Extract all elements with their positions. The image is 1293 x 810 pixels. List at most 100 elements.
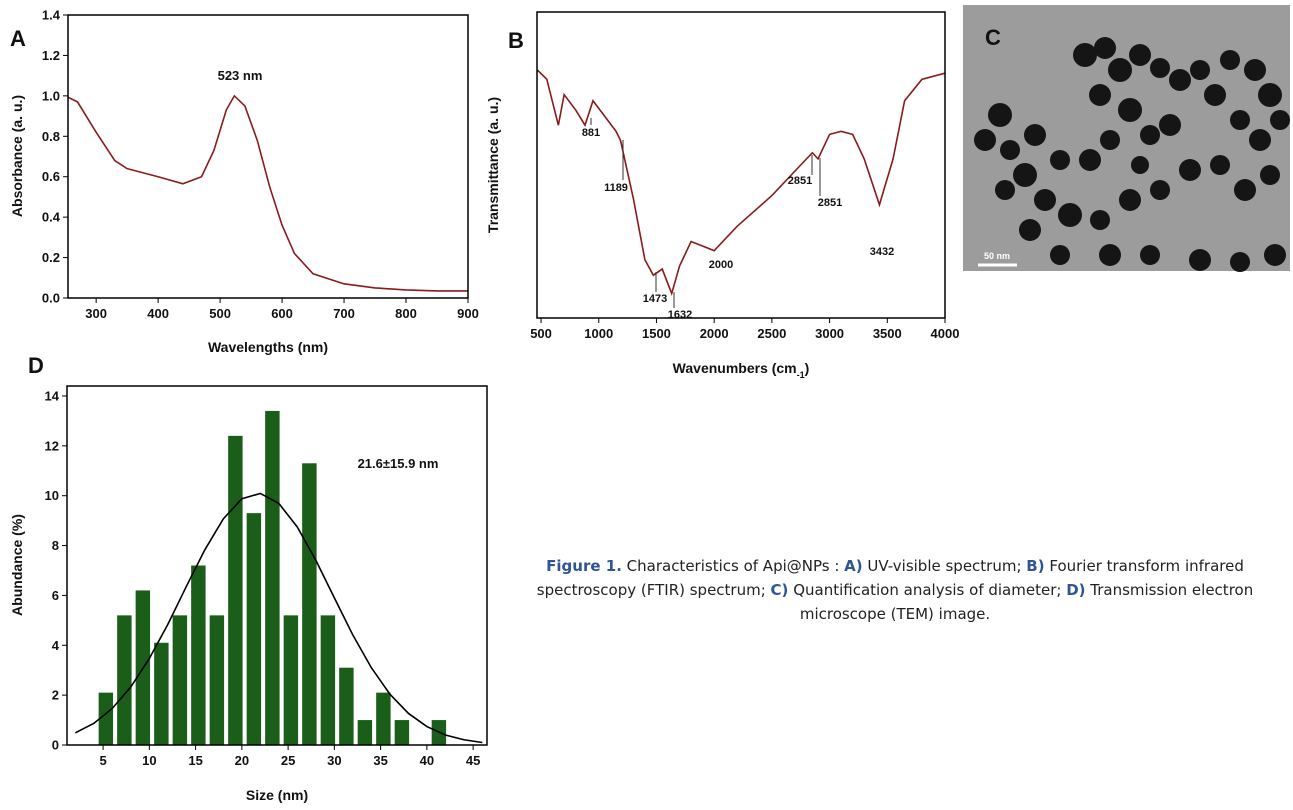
panel-label: C (985, 25, 1001, 50)
panel-label: A (10, 26, 26, 51)
x-tick-label: 5 (99, 753, 106, 768)
x-axis-label-sub: -1 (797, 370, 805, 380)
caption-strong: D) (1066, 581, 1086, 599)
caption-text: Characteristics of Api@NPs : (621, 557, 845, 575)
x-tick-label: 45 (466, 753, 480, 768)
bar (209, 615, 225, 745)
x-tick-label: 400 (147, 306, 169, 321)
annotation: 21.6±15.9 nm (358, 456, 439, 471)
y-tick-label: 0.6 (42, 169, 60, 184)
axes-frame (67, 14, 469, 299)
y-tick-label: 2 (52, 688, 59, 703)
spectrum-line (537, 69, 945, 297)
bar (394, 720, 410, 745)
x-tick-label: 1500 (642, 326, 671, 341)
y-axis-label: Absorbance (a. u.) (9, 95, 25, 217)
x-tick-label: 600 (271, 306, 293, 321)
x-tick-label: 4000 (931, 326, 960, 341)
y-tick-label: 1.0 (42, 88, 60, 103)
x-tick-label: 3000 (815, 326, 844, 341)
plot-area (74, 410, 483, 745)
plot-area (537, 69, 945, 297)
annotation: 523 nm (218, 68, 263, 83)
annotation: 1473 (643, 293, 667, 305)
panel: 300 400 500 600 700 800 900 0.0 0.2 0.4 0.6 0.8 1.0 1… (9, 8, 479, 356)
x-tick-label: 35 (373, 753, 387, 768)
x-axis-label: Size (nm) (246, 787, 308, 803)
annotation: 2000 (709, 259, 733, 271)
bar (265, 410, 280, 745)
caption: Figure 1. Characteristics of Api@NPs : A… (500, 554, 1290, 626)
y-tick-label: 10 (45, 488, 59, 503)
x-axis-label-end: ) (805, 360, 810, 376)
x-tick-label: 900 (457, 306, 479, 321)
x-axis-label-text: Wavenumbers (cm (673, 360, 797, 376)
bar (98, 692, 114, 745)
plot-area (68, 94, 468, 292)
x-tick-label: 3500 (873, 326, 902, 341)
bar (191, 565, 206, 745)
y-tick-label: 14 (45, 388, 60, 403)
caption-text: Fourier transform infrared spectroscopy … (536, 557, 1244, 599)
caption-strong: C) (770, 581, 789, 599)
annotation: 2851 (818, 197, 842, 209)
particles (974, 37, 1290, 272)
y-tick-label: 4 (52, 638, 60, 653)
x-tick-label: 2500 (757, 326, 786, 341)
x-tick-label: 1000 (584, 326, 613, 341)
x-tick-label: 30 (327, 753, 341, 768)
x-tick-label: 15 (188, 753, 202, 768)
y-tick-label: 12 (45, 438, 59, 453)
x-tick-label: 700 (333, 306, 355, 321)
x-tick-label: 2000 (700, 326, 729, 341)
y-tick-label: 0.8 (42, 129, 60, 144)
caption-text: Transmission electron microscope (TEM) i… (799, 581, 1254, 623)
annotation: 3432 (870, 246, 894, 258)
caption-text: Quantification analysis of diameter; (788, 581, 1067, 599)
bar (376, 692, 391, 745)
y-tick-label: 0.2 (42, 250, 60, 265)
panel: 5 10 15 20 25 30 35 40 45 0 2 4 6 8 10 12 14 Size (nm) Abu… (9, 353, 488, 803)
x-tick-label: 800 (395, 306, 417, 321)
bar (302, 463, 317, 745)
bar (246, 513, 262, 745)
bar (154, 642, 169, 745)
y-tick-label: 6 (52, 588, 59, 603)
x-axis-label: Wavenumbers (cm-1) (673, 360, 810, 380)
annotation: 1189 (604, 182, 628, 194)
annotation: 881 (582, 127, 600, 139)
axes-frame (536, 11, 946, 319)
x-axis-label: Wavelengths (nm) (208, 339, 328, 355)
panel: 500 1000 1500 2000 2500 3000 3500 4000 Transmitt… (485, 11, 960, 341)
caption-strong: B) (1026, 557, 1045, 575)
x-tick-label: 500 (530, 326, 552, 341)
caption-strong: A) (844, 557, 863, 575)
annotation: 2851 (788, 175, 812, 187)
tem-background (963, 5, 1290, 271)
x-tick-label: 20 (235, 753, 249, 768)
bar (172, 615, 188, 745)
tem-image: 50 nm C (963, 5, 1290, 272)
bar (228, 435, 243, 745)
spectrum-line (68, 94, 468, 292)
y-tick-label: 1.2 (42, 48, 60, 63)
bar (357, 720, 373, 745)
bar (339, 667, 354, 745)
fit-curve (74, 492, 483, 744)
y-tick-label: 0.0 (42, 291, 60, 306)
panel-label: B (508, 28, 524, 53)
caption-text: UV-visible spectrum; (862, 557, 1027, 575)
y-tick-label: 1.4 (42, 8, 61, 23)
x-tick-label: 25 (281, 753, 295, 768)
bar (117, 615, 132, 745)
bar (320, 615, 336, 745)
y-tick-label: 0.4 (42, 210, 61, 225)
scale-bar-label: 50 nm (984, 251, 1010, 261)
x-tick-label: 500 (209, 306, 231, 321)
y-axis-label: Abundance (%) (9, 514, 25, 616)
y-axis-label: Transmittance (a. u.) (485, 97, 501, 233)
y-tick-label: 8 (52, 538, 59, 553)
x-tick-label: 300 (85, 306, 107, 321)
